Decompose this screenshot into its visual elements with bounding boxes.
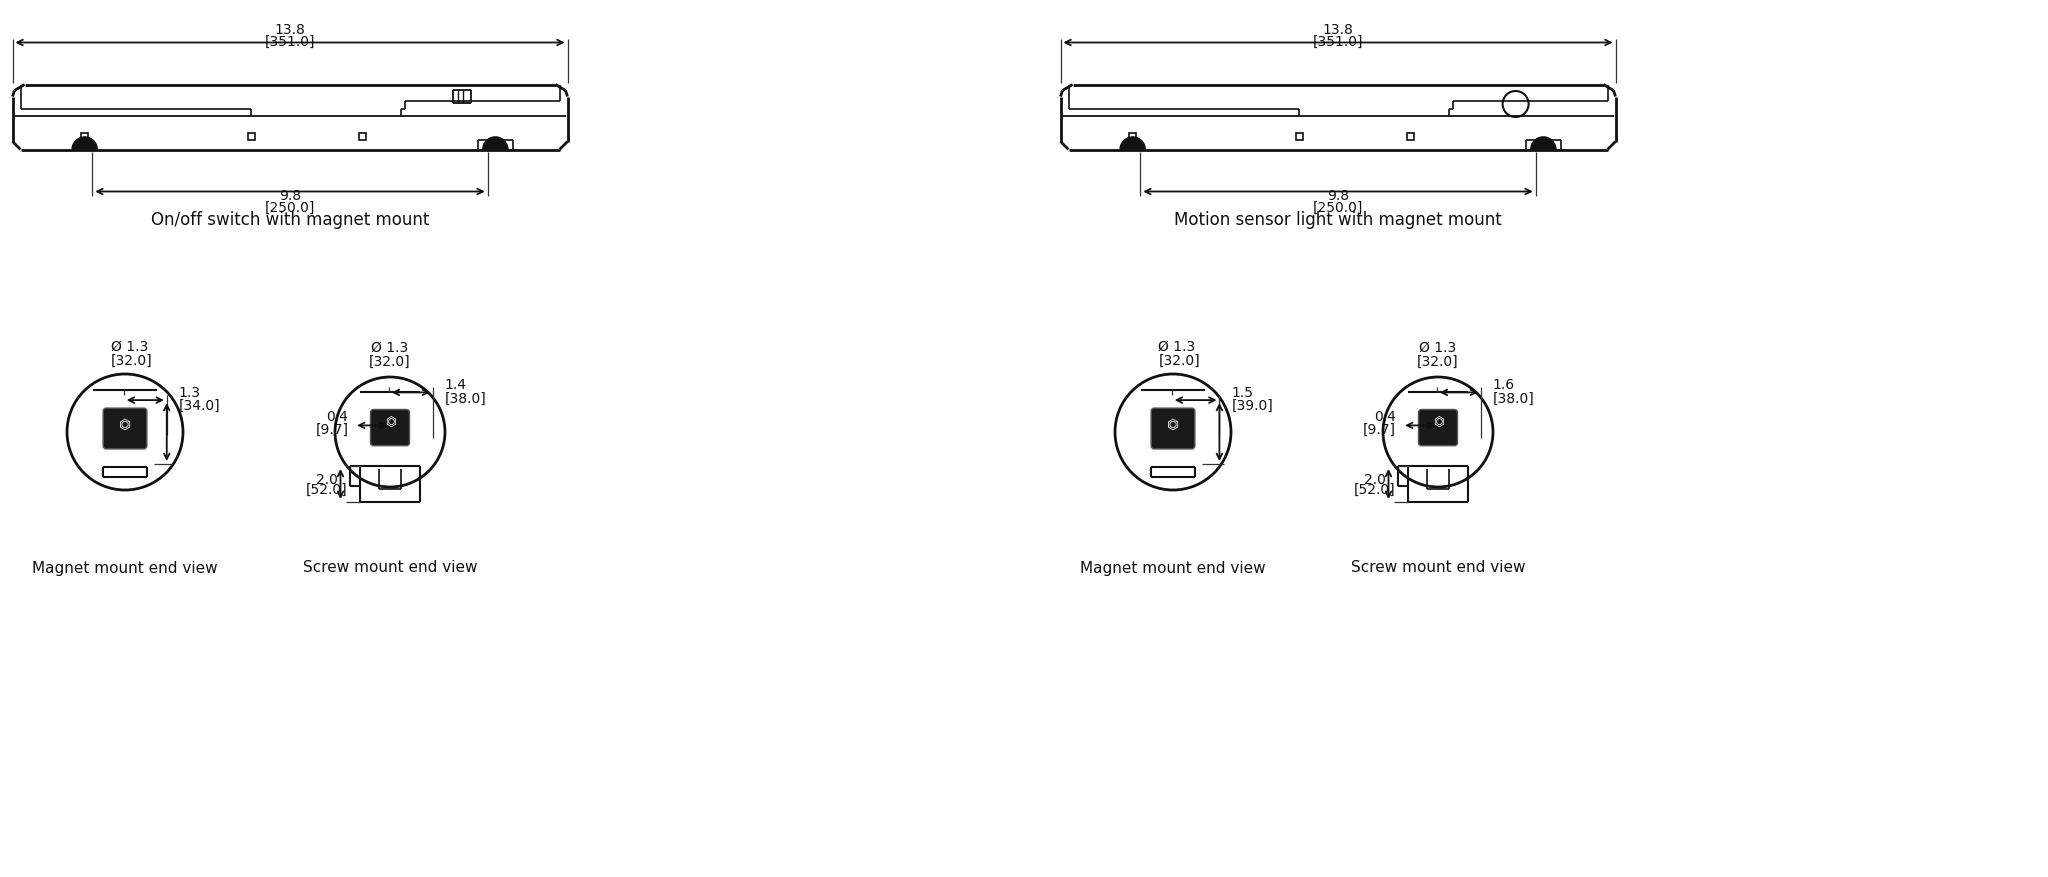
Wedge shape	[72, 138, 96, 150]
Text: Ø 1.3: Ø 1.3	[111, 339, 147, 353]
Text: Screw mount end view: Screw mount end view	[1352, 560, 1526, 574]
Bar	[1407, 134, 1413, 141]
Text: [32.0]: [32.0]	[1159, 353, 1200, 367]
Text: [38.0]: [38.0]	[444, 391, 487, 405]
Text: [351.0]: [351.0]	[1313, 34, 1364, 48]
Text: 2.0: 2.0	[1364, 472, 1384, 486]
Bar	[1296, 134, 1303, 141]
Text: 0.4: 0.4	[1374, 410, 1397, 424]
Text: 2.0: 2.0	[315, 472, 338, 486]
Text: [9.7]: [9.7]	[315, 422, 348, 436]
Text: ⏣: ⏣	[1432, 416, 1444, 429]
Text: 0.4: 0.4	[326, 410, 348, 424]
Bar	[1128, 134, 1137, 141]
Text: On/off switch with magnet mount: On/off switch with magnet mount	[152, 210, 430, 229]
Text: ⏣: ⏣	[385, 416, 395, 429]
Text: [32.0]: [32.0]	[111, 353, 152, 367]
Text: Ø 1.3: Ø 1.3	[1419, 340, 1456, 354]
Text: [250.0]: [250.0]	[1313, 200, 1364, 214]
Text: ⏣: ⏣	[1167, 417, 1180, 431]
Text: [52.0]: [52.0]	[305, 482, 348, 496]
Text: [32.0]: [32.0]	[369, 354, 412, 368]
Text: [34.0]: [34.0]	[178, 399, 221, 413]
Text: Magnet mount end view: Magnet mount end view	[33, 560, 217, 574]
Wedge shape	[483, 138, 508, 150]
FancyBboxPatch shape	[102, 409, 147, 449]
Bar	[358, 134, 367, 141]
Text: 1.4: 1.4	[444, 378, 467, 392]
FancyBboxPatch shape	[371, 410, 410, 446]
Text: Motion sensor light with magnet mount: Motion sensor light with magnet mount	[1174, 210, 1501, 229]
Text: [9.7]: [9.7]	[1364, 422, 1397, 436]
Text: Magnet mount end view: Magnet mount end view	[1079, 560, 1266, 574]
Text: 13.8: 13.8	[1323, 23, 1354, 37]
Wedge shape	[1120, 138, 1145, 150]
Text: [351.0]: [351.0]	[264, 34, 315, 48]
Text: [39.0]: [39.0]	[1231, 399, 1274, 413]
Text: ⏣: ⏣	[119, 417, 131, 431]
Wedge shape	[1530, 138, 1556, 150]
Text: [250.0]: [250.0]	[264, 200, 315, 214]
Text: 13.8: 13.8	[274, 23, 305, 37]
Bar	[248, 134, 254, 141]
FancyBboxPatch shape	[1419, 410, 1458, 446]
Text: 1.5: 1.5	[1231, 386, 1253, 400]
Text: [32.0]: [32.0]	[1417, 354, 1458, 368]
Text: Screw mount end view: Screw mount end view	[303, 560, 477, 574]
Text: 9.8: 9.8	[279, 189, 301, 203]
Text: Ø 1.3: Ø 1.3	[1159, 339, 1196, 353]
Bar	[82, 134, 88, 141]
Text: Ø 1.3: Ø 1.3	[371, 340, 410, 354]
Text: 1.3: 1.3	[178, 386, 201, 400]
FancyBboxPatch shape	[1151, 409, 1194, 449]
Text: [38.0]: [38.0]	[1493, 391, 1534, 405]
Text: [52.0]: [52.0]	[1354, 482, 1395, 496]
Text: 1.6: 1.6	[1493, 378, 1516, 392]
Text: 9.8: 9.8	[1327, 189, 1350, 203]
